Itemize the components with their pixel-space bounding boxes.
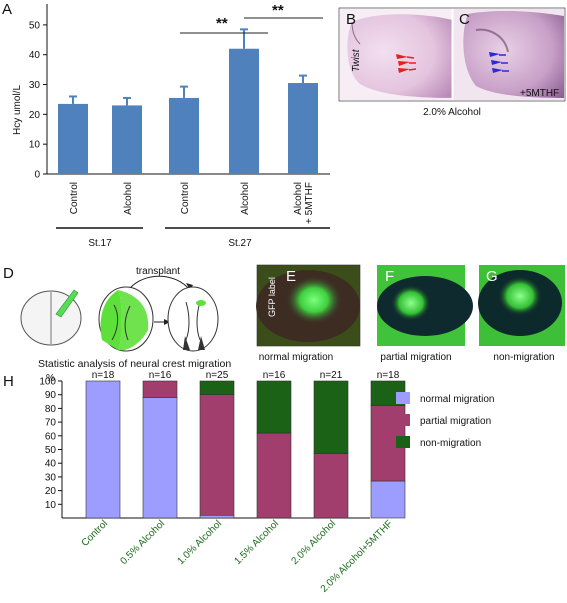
hcy-bar	[229, 48, 259, 174]
migration-segment	[199, 380, 235, 395]
h-category-label: Control	[80, 518, 111, 549]
h-y-tick-label: 40	[45, 459, 57, 470]
n-label: n=25	[206, 370, 229, 381]
a-y-tick-label: 20	[29, 110, 41, 121]
migration-segment	[85, 380, 121, 519]
panel-letter-g: G	[486, 268, 498, 285]
h-category-label: 0.5% Alcohol	[118, 518, 167, 567]
migration-stacked-chart: 10 20 30 40 50 60 70 80 90 100 n=18 Control n=16 0.5%…	[39, 370, 406, 595]
n-label: n=21	[320, 370, 343, 381]
h-y-tick-label: 60	[45, 431, 57, 442]
migration-segment	[199, 514, 235, 519]
host-embryo-drawing-1	[98, 286, 154, 352]
transplant-arc	[129, 275, 191, 291]
transplant-label: transplant	[136, 266, 180, 277]
h-y-tick-label: 80	[45, 404, 57, 415]
panel-letter-h: H	[3, 373, 14, 390]
legend-swatch	[396, 414, 410, 426]
gfp-image-e	[256, 265, 360, 346]
twist-label: Twist	[351, 48, 362, 72]
legend-swatch	[396, 436, 410, 448]
h-y-tick-label: 70	[45, 418, 57, 429]
red-arrows	[396, 54, 417, 73]
h-y-tick-label: 90	[45, 390, 57, 401]
a-ylabel: Hcy umol/L	[12, 85, 23, 135]
treatment-label: +5MTHF	[520, 88, 559, 99]
percent-label: %	[46, 373, 55, 384]
panel-letter-e: E	[286, 268, 296, 285]
h-category-label: 1.5% Alcohol	[232, 518, 281, 567]
a-category-label: Alcohol	[123, 182, 134, 215]
a-y-tick-label: 50	[29, 20, 41, 31]
panel-letter-f: F	[385, 268, 394, 285]
migration-segment	[256, 380, 292, 434]
migration-legend: normal migration partial migration non-mig…	[396, 392, 494, 449]
migration-segment	[370, 480, 406, 519]
donor-embryo-drawing	[20, 289, 82, 346]
embryo-image-c	[453, 9, 564, 100]
migration-segment	[256, 432, 292, 519]
legend-swatch	[396, 392, 410, 404]
caption-e: normal migration	[259, 352, 333, 363]
n-label: n=18	[92, 370, 115, 381]
migration-segment	[313, 453, 349, 519]
h-y-tick-label: 10	[45, 500, 57, 511]
host-embryo-drawing-2	[167, 286, 219, 352]
hcy-bar	[169, 97, 199, 174]
h-y-tick-label: 100	[39, 377, 56, 388]
h-y-tick-label: 30	[45, 472, 57, 483]
a-y-tick-label: 30	[29, 80, 41, 91]
panel-h-title: Statistic analysis of neural crest migra…	[38, 358, 231, 370]
migration-segment	[313, 380, 349, 454]
gfp-side-label: GFP label	[267, 277, 277, 317]
a-y-tick-label: 40	[29, 50, 41, 61]
hcy-bar-chart: 0 10 20 30 40 50 Control Alcohol Control Alcohol A…	[29, 4, 330, 224]
sig-mark-1: **	[216, 15, 228, 32]
migration-segment	[142, 380, 178, 398]
panel-letter-d: D	[3, 265, 14, 282]
group-label-st27: St.27	[228, 238, 252, 249]
legend-label: partial migration	[420, 416, 491, 427]
n-label: n=16	[149, 370, 172, 381]
a-category-label: Alcohol	[240, 182, 251, 215]
hcy-bar	[58, 103, 88, 174]
n-label: n=18	[377, 370, 400, 381]
caption-f: partial migration	[380, 352, 451, 363]
a-y-tick-label: 10	[29, 140, 41, 151]
panel-letter-c: C	[459, 11, 470, 28]
group-label-st17: St.17	[88, 238, 112, 249]
a-category-label: Alcohol+ 5MTHF	[293, 182, 315, 224]
h-y-tick-label: 20	[45, 486, 57, 497]
legend-label: normal migration	[420, 394, 494, 405]
panel-letter-b: B	[346, 11, 356, 28]
h-category-label: 2.0% Alcohol	[289, 518, 338, 567]
hcy-bar	[288, 83, 318, 174]
bc-caption: 2.0% Alcohol	[423, 107, 481, 118]
sig-mark-2: **	[272, 2, 284, 19]
n-label: n=16	[263, 370, 286, 381]
panel-letter-a: A	[2, 1, 12, 18]
h-category-label: 1.0% Alcohol	[175, 518, 224, 567]
a-category-label: Control	[180, 182, 191, 214]
gfp-image-g	[478, 265, 565, 346]
h-y-tick-label: 50	[45, 445, 57, 456]
gfp-image-f	[377, 265, 473, 346]
a-category-label: Control	[69, 182, 80, 214]
hcy-bar	[112, 105, 142, 174]
legend-label: non-migration	[420, 438, 481, 449]
migration-segment	[199, 394, 235, 516]
blue-arrows	[489, 52, 509, 73]
a-y-tick-label: 0	[34, 170, 40, 181]
migration-segment	[142, 397, 178, 519]
caption-g: non-migration	[493, 352, 554, 363]
